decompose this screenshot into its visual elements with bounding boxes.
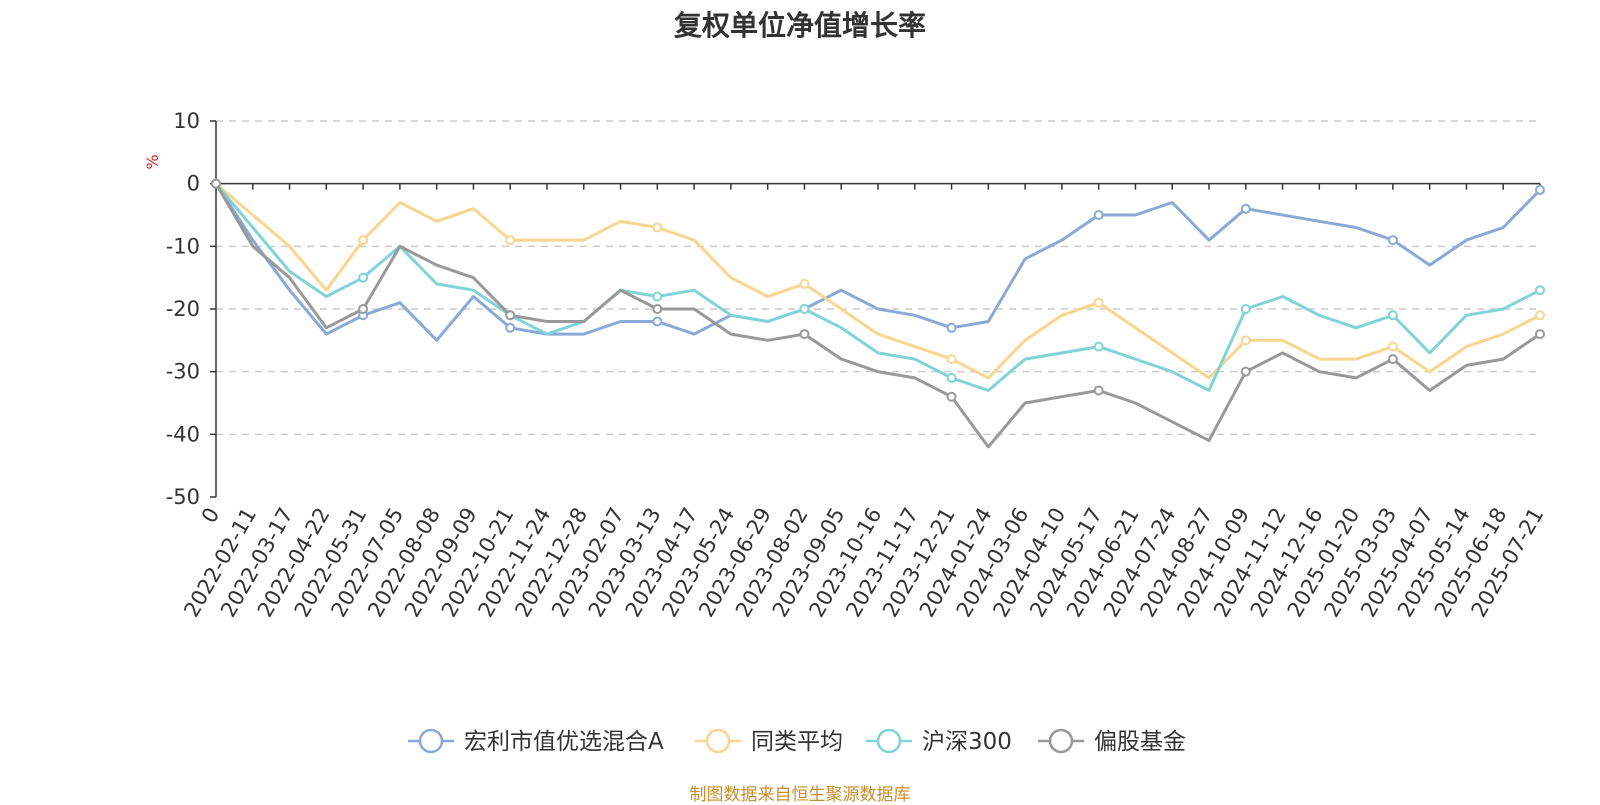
legend-circle-icon (876, 728, 902, 754)
x-tick-label: 0 (197, 504, 224, 528)
legend-label: 同类平均 (751, 729, 843, 755)
series-0-point (505, 322, 516, 333)
legend-item-1[interactable]: 同类平均 (695, 728, 843, 755)
series-1-point (1240, 335, 1251, 346)
series-line-2 (214, 182, 1541, 392)
series-0-point (1535, 184, 1545, 195)
y-axis-label: % (143, 154, 162, 169)
series-3-point (1240, 366, 1251, 377)
legend-item-0[interactable]: 宏利市值优选混合A (408, 728, 664, 755)
chart-title: 复权单位净值增长率 (673, 9, 926, 42)
series-1-point (1093, 297, 1104, 308)
series-2-point (1387, 310, 1398, 321)
series-3-point (211, 178, 221, 189)
series-line-1 (215, 182, 1541, 380)
series-0-point (652, 316, 663, 327)
series-2-point (652, 291, 663, 302)
y-tick-label: -30 (166, 360, 200, 384)
series-2-point (1535, 285, 1545, 296)
series-1-point (652, 222, 663, 233)
y-tick-label: -50 (166, 485, 200, 509)
series-3-point (799, 329, 810, 340)
legend-label: 宏利市值优选混合A (464, 729, 664, 755)
series-1-point (1535, 310, 1545, 321)
series-1-point (358, 235, 369, 246)
legend-circle-icon (418, 728, 444, 754)
series-1-point (799, 278, 810, 289)
series-line-0 (214, 182, 1542, 342)
legend-circle-icon (705, 728, 731, 754)
series-0-point (1093, 210, 1104, 220)
series-line-3 (214, 182, 1541, 449)
legend-item-3[interactable]: 偏股基金 (1038, 728, 1186, 755)
series-2-point (1240, 304, 1251, 314)
series-3-point (1093, 385, 1104, 396)
legend-label: 沪深300 (922, 729, 1012, 755)
y-tick-label: -20 (166, 297, 200, 321)
series-2-point (799, 304, 810, 314)
series-2-point (1093, 341, 1104, 352)
source-note: 制图数据来自恒生聚源数据库 (689, 785, 911, 805)
series-3-point (505, 310, 516, 321)
y-tick-label: 0 (187, 172, 200, 196)
series-3-point (1535, 329, 1545, 340)
series-1-point (1387, 341, 1398, 352)
y-tick-label: -10 (166, 234, 200, 258)
series-3-point (358, 304, 369, 314)
series-1-point (505, 235, 516, 246)
series-3-point (652, 304, 663, 314)
series-0-point (1387, 235, 1398, 246)
y-tick-label: 10 (173, 109, 200, 133)
series-0-point (946, 322, 957, 333)
grid-lines (216, 120, 1540, 436)
series-2-point (358, 272, 369, 283)
legend[interactable]: 宏利市值优选混合A 同类平均 沪深300 偏股基金 (408, 728, 1186, 755)
series-1-point (946, 354, 957, 365)
legend-circle-icon (1048, 728, 1074, 754)
series-lines (211, 178, 1545, 449)
legend-label: 偏股基金 (1094, 729, 1186, 755)
legend-item-2[interactable]: 沪深300 (866, 728, 1012, 755)
series-2-point (946, 372, 957, 383)
series-0-point (1240, 203, 1251, 214)
series-3-point (946, 391, 957, 402)
series-3-point (1387, 354, 1398, 365)
y-tick-label: -40 (166, 422, 200, 446)
